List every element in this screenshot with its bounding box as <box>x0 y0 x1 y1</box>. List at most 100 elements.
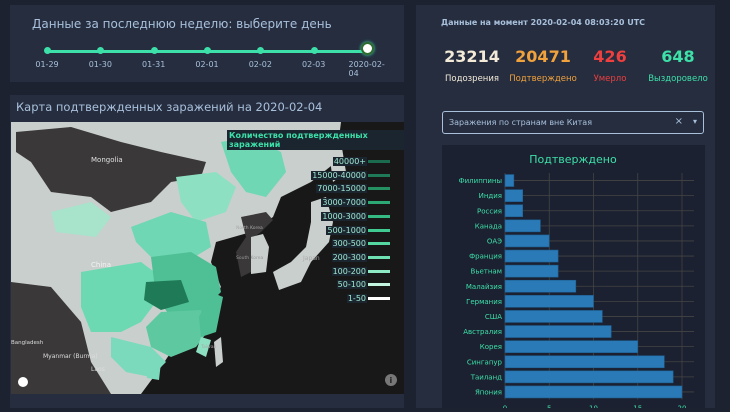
y-tick-label: Япония <box>475 388 502 396</box>
slider-title: Данные за последнюю неделю: выберите ден… <box>32 17 332 31</box>
x-tick-label: 20 <box>678 405 687 409</box>
bar <box>504 174 515 187</box>
legend-swatch <box>368 269 390 273</box>
map-canvas[interactable]: Mongolia China North Korea South Korea J… <box>11 122 404 394</box>
x-tick-label: 5 <box>547 405 551 409</box>
slider-tick-label[interactable]: 02-02 <box>248 60 272 69</box>
bar <box>504 340 639 353</box>
y-tick-label: Корея <box>480 343 502 351</box>
info-icon[interactable] <box>385 374 397 386</box>
clear-icon[interactable]: × <box>674 116 683 127</box>
legend-item: 3000-7000 <box>321 198 390 208</box>
map-title: Карта подтвержденных заражений на 2020-0… <box>16 100 323 114</box>
stat-1: 20471 Подтверждено <box>509 47 577 84</box>
map-label-japan: Japan <box>302 255 320 262</box>
map-label-china: China <box>91 261 111 269</box>
legend-swatch <box>368 228 390 232</box>
bar <box>504 355 665 369</box>
date-slider-panel: Данные за последнюю неделю: выберите ден… <box>10 5 404 82</box>
legend-label: 1-50 <box>346 294 367 303</box>
bar <box>504 189 524 202</box>
legend-swatch <box>368 283 390 287</box>
y-tick-label: Австралия <box>463 328 502 336</box>
legend-swatch <box>368 160 390 163</box>
slider-step-dot[interactable] <box>257 47 265 54</box>
legend-label: 3000-7000 <box>321 198 367 208</box>
bar <box>504 279 577 293</box>
stat-value: 23214 <box>444 47 500 66</box>
legend-item: 15000-40000 <box>311 170 390 180</box>
stat-label: Подтверждено <box>509 74 577 84</box>
choropleth-map[interactable]: Mongolia China North Korea South Korea J… <box>11 122 404 394</box>
legend-swatch <box>368 214 390 218</box>
slider-step-dot[interactable] <box>97 47 105 54</box>
y-tick-label: Индия <box>479 192 502 200</box>
legend-item: 40000+ <box>332 157 390 166</box>
legend-swatch <box>368 242 390 246</box>
y-tick-label: Таиланд <box>470 373 502 381</box>
legend-swatch <box>368 201 390 205</box>
map-label-south-korea: South Korea <box>236 255 264 261</box>
y-tick-label: Вьетнам <box>471 268 502 276</box>
map-label-taiwan: Taiwan <box>200 344 216 350</box>
legend-label: 40000+ <box>332 157 367 166</box>
slider-step-dot[interactable] <box>150 47 158 54</box>
stat-value: 20471 <box>515 47 571 66</box>
dropdown-value: Заражения по странам вне Китая <box>449 118 593 127</box>
chart-title: Подтверждено <box>529 153 617 166</box>
mapbox-logo-icon[interactable] <box>18 377 28 387</box>
legend-swatch <box>368 255 390 259</box>
slider-step-dot[interactable] <box>310 47 318 54</box>
map-label-mongolia: Mongolia <box>91 156 123 164</box>
stat-label: Выздоровело <box>648 74 708 84</box>
map-panel: Карта подтвержденных заражений на 2020-0… <box>10 95 404 408</box>
y-tick-label: Малайзия <box>466 283 502 291</box>
legend-label: 300-500 <box>331 239 367 249</box>
map-label-laos: Laos <box>91 366 105 373</box>
legend-item: 1000-3000 <box>321 211 390 221</box>
y-tick-label: Франция <box>469 253 502 261</box>
legend-label: 500-1000 <box>326 225 367 235</box>
y-tick-label: Канада <box>475 222 502 230</box>
bar <box>504 370 674 384</box>
legend-item: 100-200 <box>331 266 390 276</box>
legend-item: 7000-15000 <box>316 184 390 194</box>
slider-tick-label[interactable]: 01-30 <box>88 60 112 69</box>
legend-item: 500-1000 <box>326 225 390 235</box>
slider-tick-label[interactable]: 01-31 <box>142 60 166 69</box>
bar <box>504 385 683 399</box>
y-tick-label: ОАЭ <box>487 237 502 245</box>
slider-handle[interactable] <box>361 42 374 55</box>
legend-item: 300-500 <box>331 239 390 249</box>
y-tick-label: Сингапур <box>467 358 503 366</box>
bar <box>504 204 524 218</box>
slider-tick-label[interactable]: 02-01 <box>195 60 219 69</box>
legend-label: 50-100 <box>336 280 367 290</box>
bar <box>504 264 559 278</box>
bar <box>504 325 612 338</box>
stat-value: 426 <box>593 47 627 66</box>
y-tick-label: Россия <box>477 207 502 215</box>
legend-swatch <box>368 173 390 177</box>
y-tick-label: Германия <box>466 298 502 306</box>
stats-panel: Данные на момент 2020-02-04 08:03:20 UTC… <box>416 5 715 412</box>
country-filter-dropdown[interactable]: Заражения по странам вне Китая × ▾ <box>442 111 704 134</box>
slider-step-dot[interactable] <box>44 47 51 54</box>
map-label-myanmar: Myanmar (Burma) <box>43 353 98 360</box>
chevron-down-icon[interactable]: ▾ <box>692 117 697 126</box>
slider-step-dot[interactable] <box>204 47 211 54</box>
slider-tick-label[interactable]: 01-29 <box>35 60 59 69</box>
bar <box>504 310 603 323</box>
slider-tick-label[interactable]: 2020-02-04 <box>348 60 385 78</box>
x-tick-label: 10 <box>589 405 598 409</box>
legend-swatch <box>368 187 390 191</box>
legend-item: 50-100 <box>336 280 390 290</box>
legend-item: 200-300 <box>331 252 390 262</box>
legend-label: 100-200 <box>331 266 367 276</box>
stat-value: 648 <box>661 47 695 66</box>
svg-text:i: i <box>390 376 393 385</box>
legend-item: 1-50 <box>346 294 390 303</box>
legend-label: 15000-40000 <box>311 170 367 180</box>
slider-tick-label[interactable]: 02-03 <box>302 60 326 69</box>
map-label-bangladesh: Bangladesh <box>11 340 44 346</box>
